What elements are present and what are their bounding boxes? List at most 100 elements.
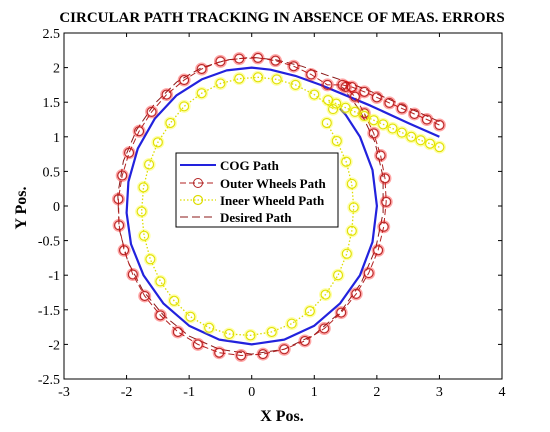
data-point-ineer-wheeld-path [136, 206, 147, 217]
data-point-ineer-wheeld-path [155, 276, 166, 287]
y-tick-label: 0.5 [43, 165, 61, 180]
data-point-ineer-wheeld-path [290, 79, 301, 90]
data-point-ineer-wheeld-path [387, 123, 398, 134]
data-point-outer-wheels-path [336, 307, 347, 318]
legend-label-desired-path: Desired Path [220, 210, 292, 225]
data-point-ineer-wheeld-path [346, 225, 357, 236]
data-point-outer-wheels-path [161, 89, 172, 100]
data-point-outer-wheels-path [384, 97, 395, 108]
data-point-ineer-wheeld-path [204, 322, 215, 333]
y-tick-label: -2.5 [38, 373, 60, 388]
legend-marker-inner-wheels-path [192, 194, 204, 206]
plot-area [111, 51, 446, 362]
legend-label-outer-wheels-path: Outer Wheels Path [220, 176, 326, 191]
data-point-outer-wheels-path [373, 245, 384, 256]
y-tick-label: 2.5 [43, 27, 61, 42]
y-tick-label: 1.5 [43, 96, 61, 111]
data-point-ineer-wheeld-path [406, 131, 417, 142]
data-point-ineer-wheeld-path [331, 135, 342, 146]
data-point-ineer-wheeld-path [341, 156, 352, 167]
data-point-ineer-wheeld-path [378, 119, 389, 130]
data-point-outer-wheels-path [371, 92, 382, 103]
data-point-ineer-wheeld-path [349, 106, 360, 117]
data-point-ineer-wheeld-path [252, 72, 263, 83]
data-point-ineer-wheeld-path [328, 104, 339, 115]
data-point-ineer-wheeld-path [185, 311, 196, 322]
data-point-ineer-wheeld-path [152, 137, 163, 148]
data-point-outer-wheels-path [409, 108, 420, 119]
axis-ticks: -3 -2 -1 0 1 2 3 4 -2.5 -2 -1.5 -1 -0.5 0 0.5 1 1.5 2 2.5 [38, 27, 506, 400]
data-point-outer-wheels-path [124, 147, 135, 158]
y-tick-label: -2 [48, 338, 60, 353]
data-point-ineer-wheeld-path [323, 95, 334, 106]
data-point-outer-wheels-path [113, 194, 124, 205]
data-point-outer-wheels-path [346, 81, 357, 92]
y-tick-label: -1.5 [38, 304, 60, 319]
data-point-outer-wheels-path [379, 173, 390, 184]
data-point-outer-wheels-path [215, 56, 226, 67]
data-point-ineer-wheeld-path [359, 111, 370, 122]
data-point-ineer-wheeld-path [286, 318, 297, 329]
x-tick-label: -1 [183, 385, 195, 400]
data-point-ineer-wheeld-path [340, 102, 351, 113]
x-tick-label: 0 [248, 385, 255, 400]
data-point-ineer-wheeld-path [348, 202, 359, 213]
y-tick-label: -1 [48, 269, 60, 284]
data-point-ineer-wheeld-path [320, 289, 331, 300]
data-point-ineer-wheeld-path [346, 178, 357, 189]
data-point-outer-wheels-path [378, 221, 389, 232]
data-point-outer-wheels-path [279, 344, 290, 355]
data-point-ineer-wheeld-path [434, 142, 445, 153]
x-tick-label: -3 [58, 385, 70, 400]
x-tick-label: 4 [499, 385, 506, 400]
data-point-outer-wheels-path [172, 326, 183, 337]
legend-marker-outer-wheels-path [193, 178, 203, 188]
data-point-outer-wheels-path [139, 290, 150, 301]
data-point-outer-wheels-path [252, 52, 263, 63]
data-point-outer-wheels-path [134, 126, 145, 137]
data-point-outer-wheels-path [234, 53, 245, 64]
data-point-outer-wheels-path [155, 310, 166, 321]
data-point-ineer-wheeld-path [396, 127, 407, 138]
data-point-outer-wheels-path [349, 91, 360, 102]
data-point-ineer-wheeld-path [234, 73, 245, 84]
data-point-ineer-wheeld-path [331, 98, 342, 109]
data-point-ineer-wheeld-path [138, 182, 149, 193]
data-point-outer-wheels-path [381, 196, 392, 207]
data-point-ineer-wheeld-path [266, 326, 277, 337]
data-point-outer-wheels-path [127, 269, 138, 280]
data-point-ineer-wheeld-path [271, 74, 282, 85]
x-tick-label: -2 [121, 385, 133, 400]
data-point-outer-wheels-path [270, 55, 281, 66]
data-point-outer-wheels-path [340, 81, 351, 92]
data-point-outer-wheels-path [192, 339, 203, 350]
data-point-outer-wheels-path [322, 79, 333, 90]
data-point-outer-wheels-path [299, 335, 310, 346]
data-point-ineer-wheeld-path [165, 117, 176, 128]
data-point-outer-wheels-path [421, 114, 432, 125]
data-point-outer-wheels-path [434, 120, 445, 131]
data-point-outer-wheels-path [375, 150, 386, 161]
y-tick-label: -0.5 [38, 235, 60, 250]
data-point-outer-wheels-path [257, 349, 268, 360]
y-tick-label: 1 [53, 131, 60, 146]
legend: COG Path Outer Wheels Path Ineer Wheeld … [175, 152, 339, 228]
data-point-ineer-wheeld-path [215, 78, 226, 89]
legend-label-cog-path: COG Path [220, 158, 280, 173]
data-point-ineer-wheeld-path [196, 88, 207, 99]
data-point-ineer-wheeld-path [224, 329, 235, 340]
series-line-outer-wheels-path [117, 57, 440, 356]
data-point-outer-wheels-path [288, 61, 299, 72]
x-axis-label: X Pos. [260, 408, 304, 425]
data-point-outer-wheels-path [337, 79, 348, 90]
data-point-ineer-wheeld-path [368, 115, 379, 126]
series-line-ineer-wheeld-path [140, 76, 440, 337]
data-point-ineer-wheeld-path [309, 89, 320, 100]
chart-title: CIRCULAR PATH TRACKING IN ABSENCE OF MEA… [59, 10, 504, 26]
data-point-outer-wheels-path [319, 323, 330, 334]
data-point-ineer-wheeld-path [144, 159, 155, 170]
series-line-cog-path [125, 66, 440, 346]
data-point-ineer-wheeld-path [179, 101, 190, 112]
data-point-ineer-wheeld-path [169, 295, 180, 306]
y-tick-label: 0 [53, 200, 60, 215]
